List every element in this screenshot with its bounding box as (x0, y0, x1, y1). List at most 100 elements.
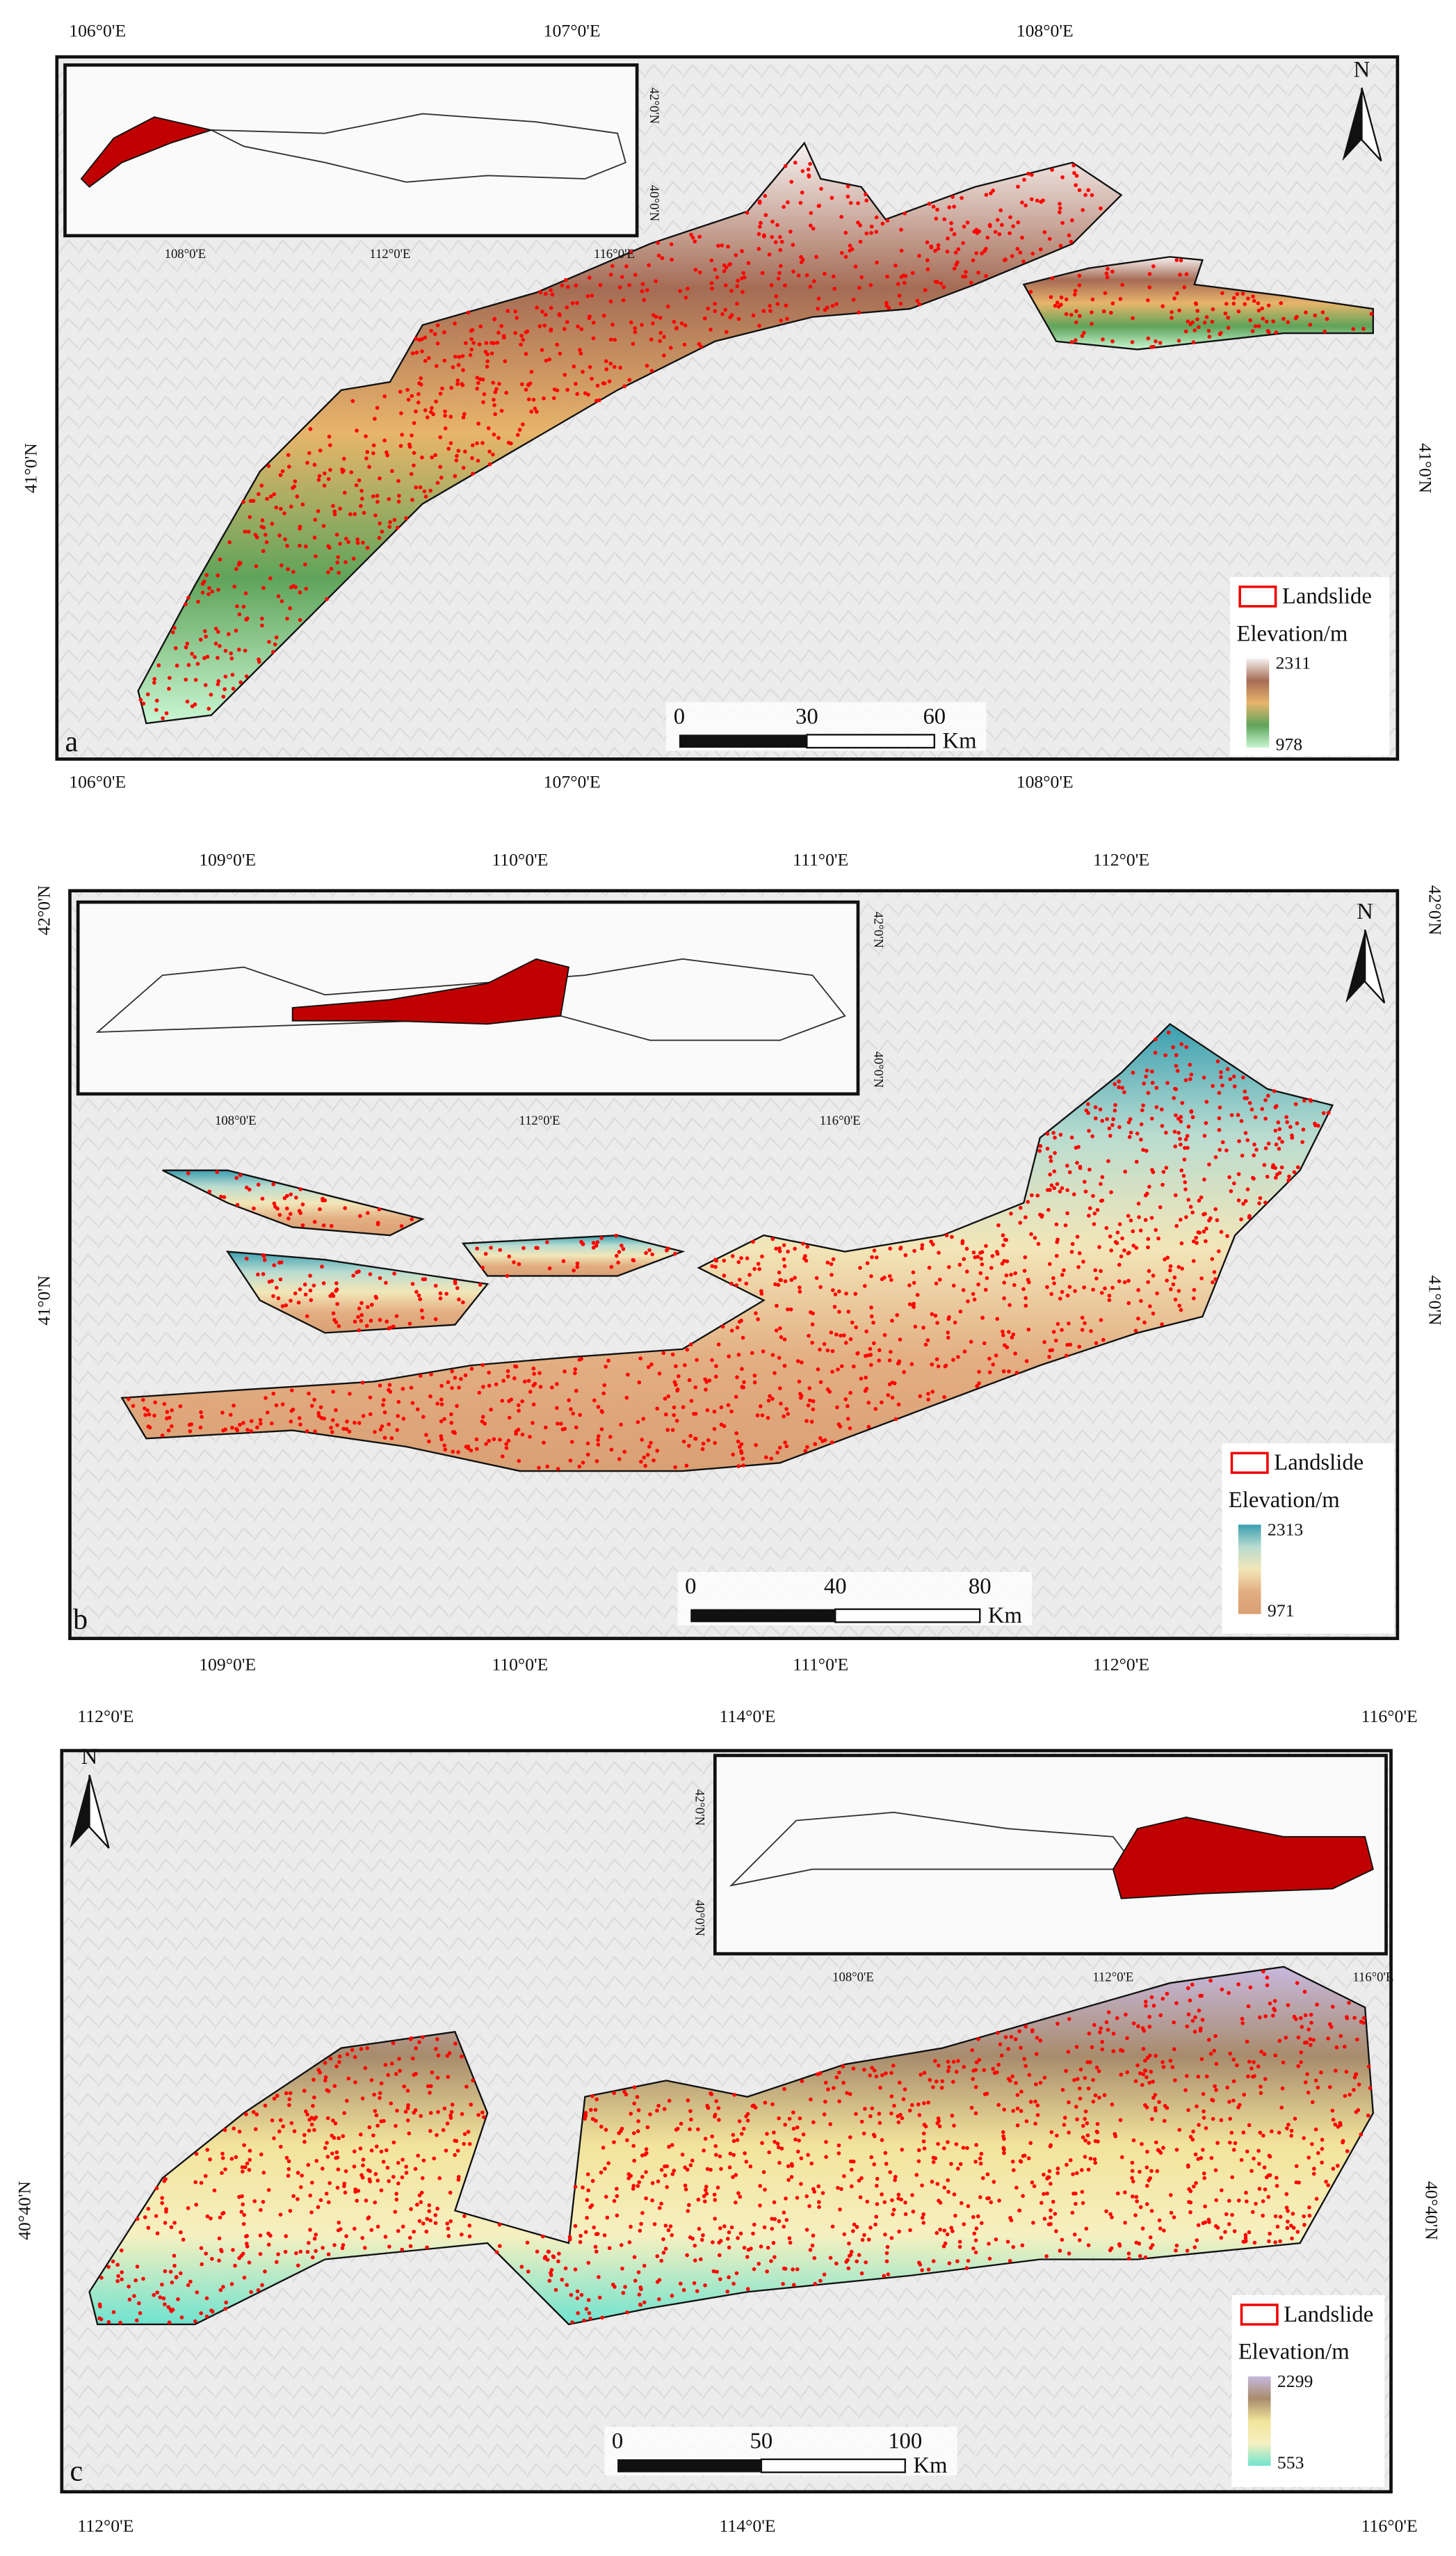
landslide-point (199, 2180, 204, 2185)
landslide-point (312, 2236, 317, 2241)
landslide-point (517, 1458, 521, 1463)
landslide-point (656, 2179, 661, 2184)
landslide-point (1091, 1287, 1095, 1292)
landslide-point (782, 1257, 786, 1262)
landslide-point (952, 232, 957, 236)
landslide-point (942, 2185, 946, 2190)
landslide-point (786, 200, 790, 204)
landslide-point (1220, 1140, 1225, 1145)
landslide-point (1049, 2143, 1053, 2148)
landslide-point (1218, 1105, 1222, 1110)
landslide-point (1055, 1182, 1060, 1187)
landslide-point (666, 304, 670, 309)
inset-highlight (1112, 1816, 1374, 1899)
landslide-point (1097, 2096, 1101, 2100)
landslide-point (223, 2128, 227, 2132)
landslide-point (430, 455, 434, 460)
landslide-point (831, 274, 836, 279)
landslide-point (933, 280, 938, 284)
landslide-point (669, 242, 674, 246)
landslide-point (563, 1369, 567, 1374)
landslide-point (773, 2139, 777, 2144)
landslide-point (1183, 1137, 1188, 1142)
landslide-point (1309, 2020, 1313, 2025)
landslide-point (958, 2162, 963, 2167)
landslide-point (239, 2210, 244, 2214)
landslide-point (1151, 2003, 1156, 2008)
landslide-point (280, 599, 284, 604)
landslide-point (369, 1319, 373, 1323)
landslide-point (1171, 1282, 1176, 1287)
landslide-point (269, 1421, 274, 1426)
landslide-point (1100, 2040, 1104, 2044)
landslide-point (355, 540, 360, 545)
landslide-point (451, 365, 455, 369)
landslide-point (152, 2292, 156, 2297)
landslide-point (1198, 2026, 1203, 2031)
landslide-point (752, 1267, 757, 1271)
north-label: N (81, 1744, 98, 1769)
landslide-point (456, 449, 461, 453)
landslide-point (665, 2185, 669, 2189)
landslide-point (1320, 310, 1325, 314)
landslide-point (1277, 1146, 1281, 1151)
landslide-point (278, 1277, 283, 1282)
landslide-point (935, 2079, 939, 2084)
landslide-point (1290, 1133, 1294, 1138)
landslide-point (1310, 2100, 1315, 2105)
landslide-point (1138, 2169, 1142, 2174)
landslide-point (1151, 2096, 1156, 2100)
landslide-point (878, 2085, 882, 2090)
landslide-point (241, 604, 246, 609)
landslide-point (323, 2075, 328, 2080)
landslide-point (499, 323, 503, 328)
landslide-point (1293, 2017, 1298, 2021)
landslide-point (573, 1371, 577, 1376)
landslide-point (992, 2180, 996, 2184)
inset-y-coordinate: 42°0'N (647, 88, 661, 124)
landslide-point (810, 1322, 815, 1327)
landslide-point (1165, 1991, 1170, 1996)
landslide-point (284, 1206, 289, 1211)
landslide-point (664, 1412, 668, 1417)
landslide-point (461, 465, 466, 470)
landslide-point (359, 1301, 364, 1305)
landslide-point (491, 452, 495, 457)
landslide-point (1092, 1211, 1097, 1216)
landslide-point (930, 1362, 935, 1367)
landslide-point (980, 1250, 985, 1255)
landslide-point (357, 1421, 362, 1425)
landslide-point (198, 637, 203, 642)
landslide-point (1100, 1198, 1105, 1203)
inset-y-coordinate: 40°0'N (693, 1900, 707, 1937)
landslide-point (937, 2119, 941, 2123)
landslide-point (823, 2099, 827, 2104)
landslide-point (758, 2184, 763, 2188)
landslide-point (1002, 1296, 1006, 1301)
landslide-point (258, 1417, 263, 1422)
landslide-point (864, 1386, 869, 1391)
landslide-point (287, 2103, 291, 2107)
landslide-point (1161, 2146, 1165, 2150)
landslide-point (443, 409, 447, 414)
landslide-point (504, 1442, 508, 1446)
landslide-point (173, 646, 178, 650)
landslide-point (289, 504, 293, 509)
landslide-point (204, 573, 209, 577)
landslide-point (893, 2174, 898, 2179)
landslide-point (1085, 2133, 1090, 2137)
landslide-point (806, 167, 811, 172)
landslide-point (1197, 2123, 1201, 2127)
landslide-point (704, 1388, 708, 1392)
landslide-point (1058, 202, 1062, 206)
landslide-point (346, 2076, 351, 2081)
landslide-point (531, 1366, 536, 1371)
landslide-point (382, 1436, 387, 1440)
landslide-point (1006, 2047, 1010, 2051)
landslide-point (242, 2143, 246, 2148)
landslide-point (727, 262, 731, 267)
landslide-point (614, 2187, 619, 2191)
landslide-point (448, 2190, 453, 2195)
landslide-point (1106, 266, 1110, 271)
landslide-point (807, 2204, 811, 2208)
